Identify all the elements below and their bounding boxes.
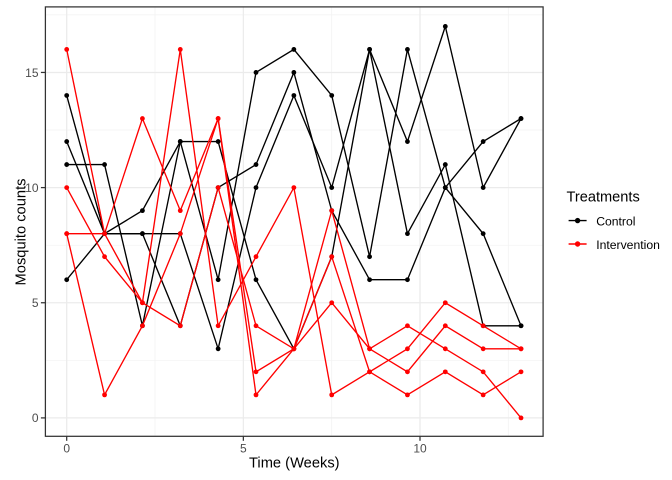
svg-text:5: 5 bbox=[32, 296, 39, 310]
svg-text:0: 0 bbox=[32, 411, 39, 425]
svg-text:10: 10 bbox=[25, 181, 39, 195]
svg-text:Time (Weeks): Time (Weeks) bbox=[249, 456, 340, 472]
svg-text:Treatments: Treatments bbox=[567, 189, 640, 205]
svg-text:0: 0 bbox=[63, 441, 70, 455]
svg-text:Intervention: Intervention bbox=[596, 238, 660, 252]
svg-text:15: 15 bbox=[25, 66, 39, 80]
svg-text:Mosquito counts: Mosquito counts bbox=[13, 179, 29, 286]
svg-text:10: 10 bbox=[413, 441, 427, 455]
svg-text:Control: Control bbox=[596, 215, 635, 229]
svg-text:5: 5 bbox=[240, 441, 247, 455]
